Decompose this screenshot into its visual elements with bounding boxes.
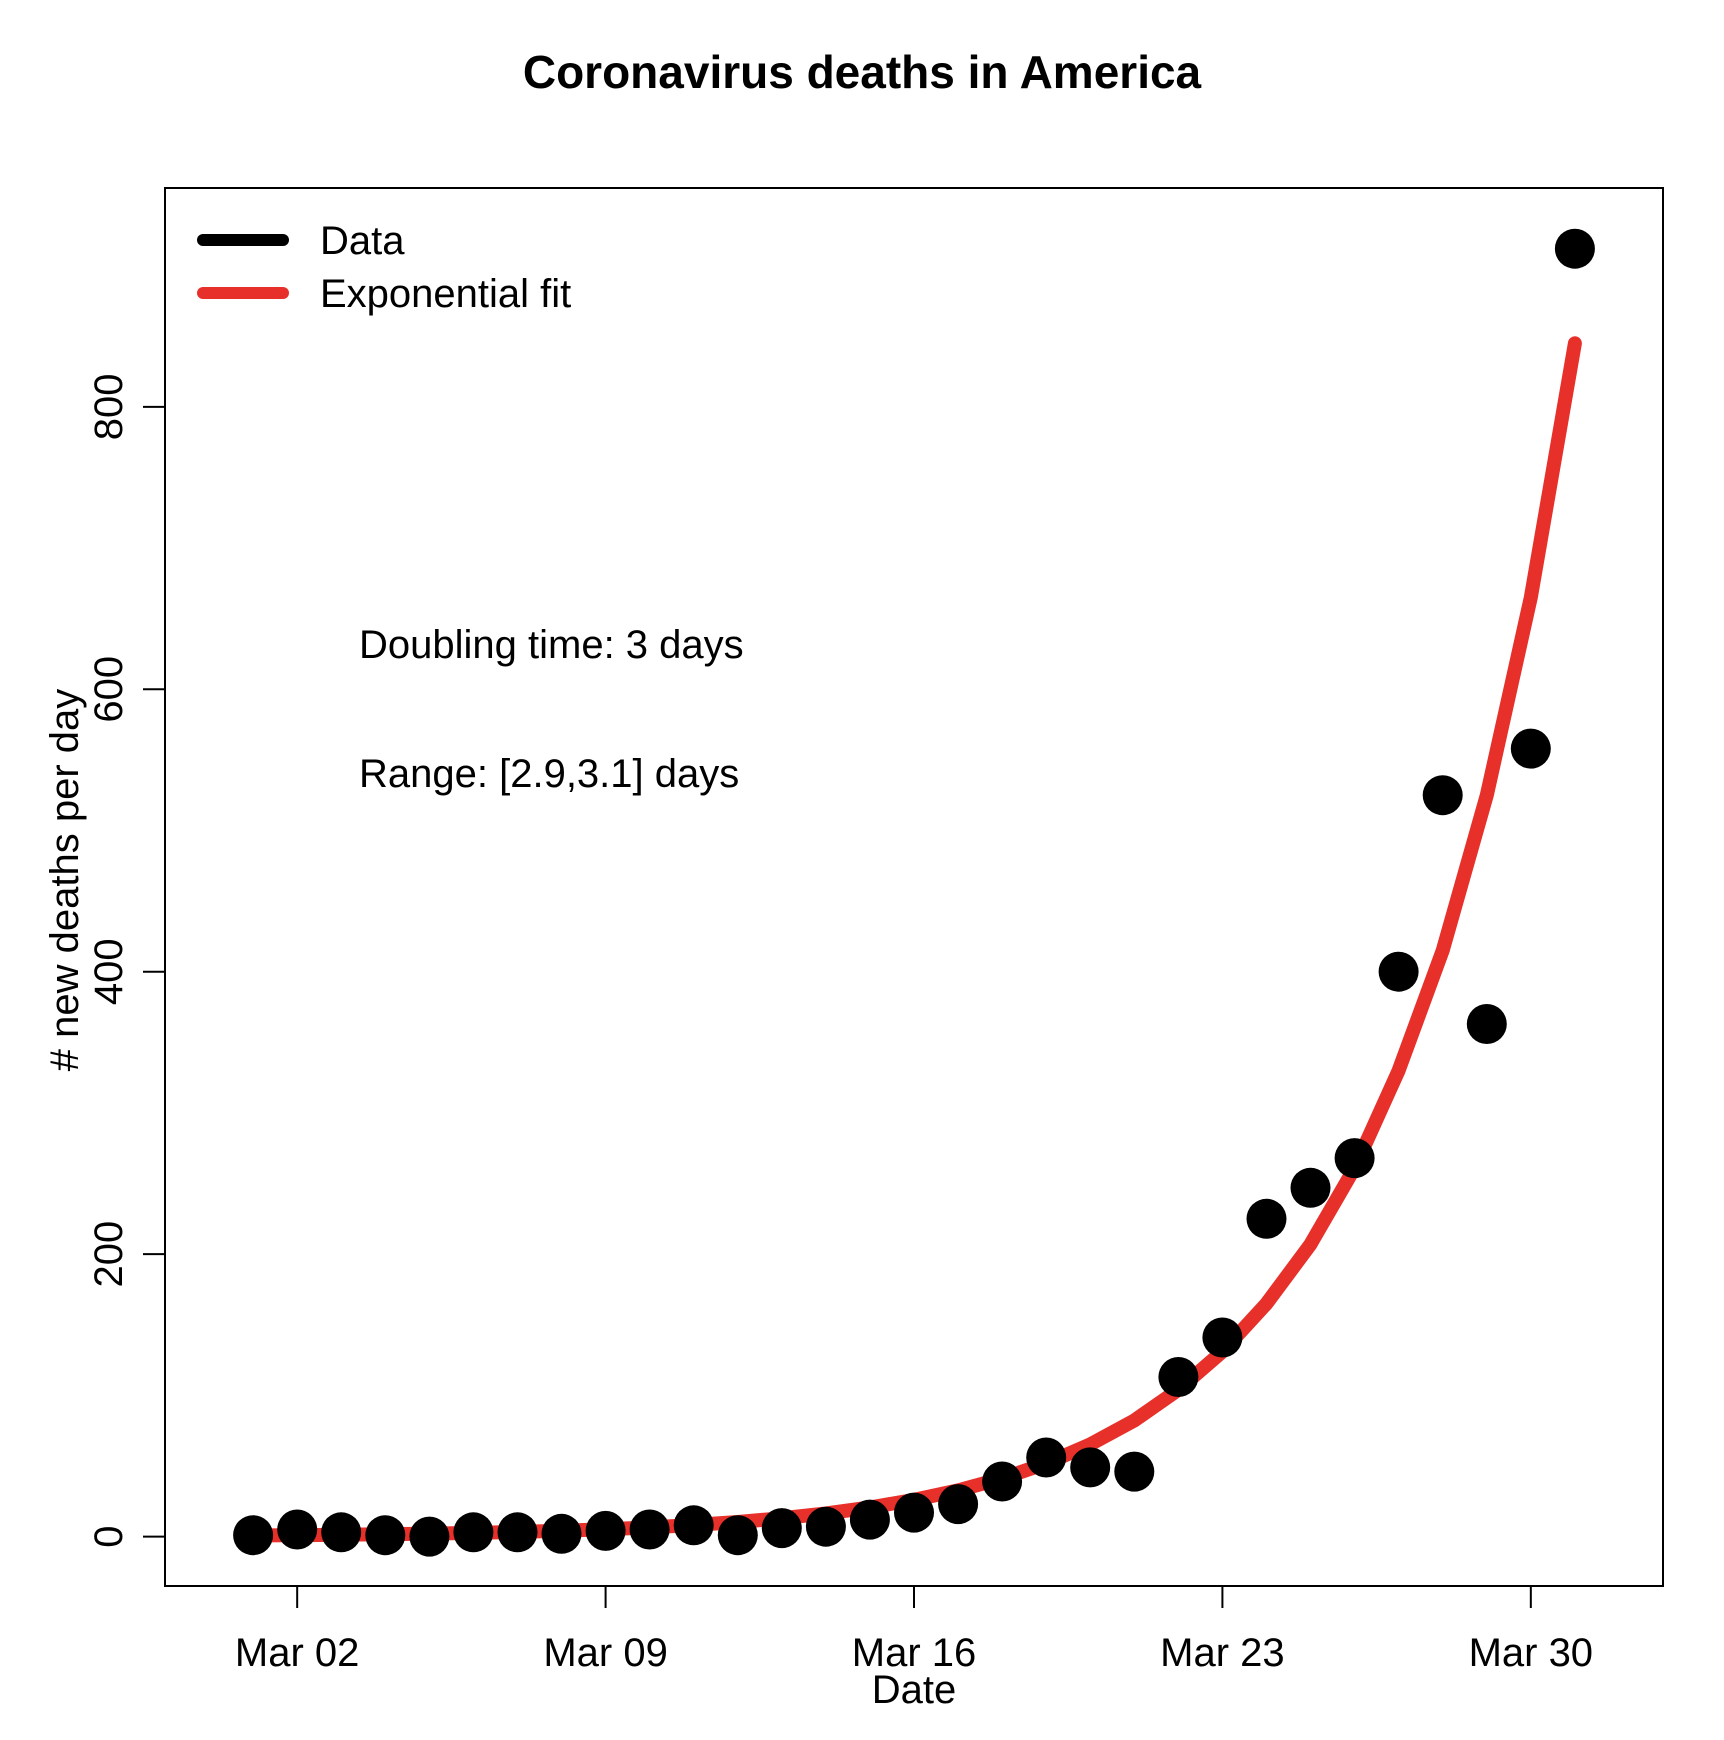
data-point [894,1492,934,1533]
data-point [1026,1437,1067,1478]
data-point [497,1512,538,1553]
data-point [717,1515,758,1556]
data-point [1114,1451,1155,1492]
data-point [1158,1357,1199,1397]
fit-line [246,336,1582,1543]
x-tick-label: Mar 09 [543,1631,668,1675]
annotation-doubling-time: Doubling time: 3 days [359,623,744,667]
data-point [1290,1167,1331,1208]
y-tick-label: 400 [87,938,131,1005]
data-point [805,1506,846,1547]
fit-layer [246,336,1582,1543]
data-point [673,1505,714,1546]
x-tick-label: Mar 02 [235,1631,360,1675]
x-axis: Mar 02 Mar 09 Mar 16 Mar 23 Mar 30 [235,1585,1594,1675]
plot-frame [164,187,1664,1587]
data-point [453,1512,494,1553]
data-point [1466,1004,1507,1044]
points-layer [233,228,1595,1557]
data-point [1202,1317,1243,1358]
chart-title: Coronavirus deaths in America [523,46,1202,98]
legend-label-data: Data [320,219,405,263]
data-point [321,1512,362,1553]
y-axis-label: # new deaths per day [43,689,87,1071]
data-point [1246,1198,1287,1239]
x-axis-label: Date [872,1668,957,1712]
y-tick-label: 600 [87,656,131,723]
data-point [365,1515,406,1556]
legend: Data Exponential fit [197,219,571,316]
annotation-range: Range: [2.9,3.1] days [359,752,739,796]
data-point [1422,775,1463,816]
data-point [629,1509,670,1550]
data-point [982,1461,1023,1502]
data-point [849,1499,890,1540]
y-axis: 0 200 400 600 800 [87,374,166,1548]
data-point [1554,228,1595,269]
data-point [277,1509,318,1550]
data-point [938,1484,979,1525]
data-point [761,1508,802,1549]
data-point [1334,1138,1375,1179]
data-point [233,1515,274,1556]
data-point [585,1510,626,1551]
legend-label-fit: Exponential fit [320,272,571,316]
x-tick-label: Mar 30 [1469,1631,1594,1675]
y-tick-label: 800 [87,374,131,441]
x-tick-label: Mar 23 [1160,1631,1285,1675]
data-point [541,1513,582,1554]
y-tick-label: 200 [87,1221,131,1288]
x-tick-label: Mar 16 [852,1631,977,1675]
data-point [1070,1447,1111,1488]
y-tick-label: 0 [87,1525,131,1547]
data-point [409,1516,450,1557]
data-point [1510,728,1551,769]
data-point [1378,951,1419,992]
